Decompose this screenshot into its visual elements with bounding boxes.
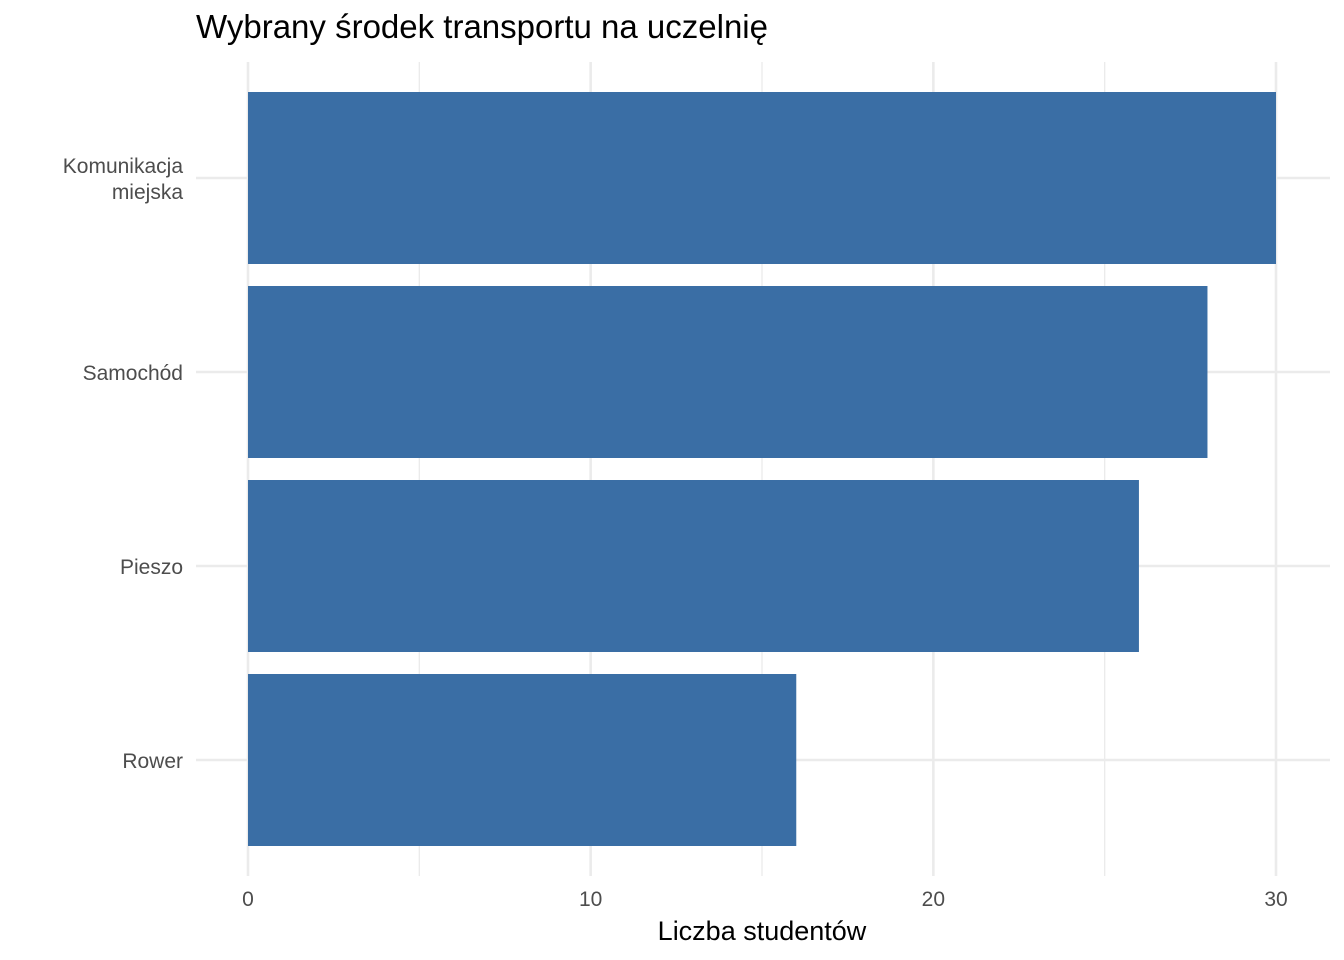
y-tick-label: Komunikacja miejska	[63, 155, 184, 204]
bar	[248, 92, 1276, 264]
bars	[248, 92, 1276, 846]
x-axis-title: Liczba studentów	[658, 916, 867, 946]
y-tick-label-line: miejska	[112, 181, 184, 204]
y-axis-ticks: Komunikacja miejska Samochód Pieszo Rower	[63, 155, 184, 773]
chart-title: Wybrany środek transportu na uczelnię	[196, 8, 768, 45]
y-tick-label: Samochód	[83, 362, 183, 385]
x-axis-ticks: 0 10 20 30	[242, 888, 1288, 911]
y-tick-label-line: Pieszo	[120, 556, 183, 579]
y-tick-label: Pieszo	[120, 556, 183, 579]
y-tick-label-line: Komunikacja	[63, 155, 184, 178]
x-tick-label: 10	[579, 888, 602, 911]
y-tick-label-line: Rower	[122, 750, 183, 773]
x-tick-label: 30	[1264, 888, 1287, 911]
bar	[248, 286, 1208, 458]
bar	[248, 480, 1139, 652]
bar	[248, 674, 797, 846]
x-tick-label: 0	[242, 888, 254, 911]
y-tick-label: Rower	[122, 750, 183, 773]
y-tick-label-line: Samochód	[83, 362, 183, 385]
x-tick-label: 20	[922, 888, 945, 911]
